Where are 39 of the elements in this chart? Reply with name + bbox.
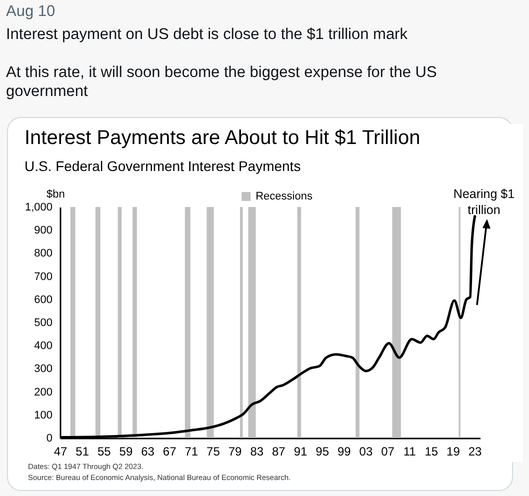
- chart-subtitle: U.S. Federal Government Interest Payments: [24, 158, 301, 174]
- x-tick-label: 03: [359, 444, 373, 458]
- x-tick-label: 15: [424, 444, 438, 458]
- x-tick-label: 83: [250, 444, 264, 458]
- text: Interest payment on US debt is close to the $1 trillion mark: [6, 25, 408, 44]
- x-tick-label: 23: [468, 444, 482, 458]
- y-axis-title: $bn: [46, 188, 65, 200]
- y-tick-label: 500: [34, 317, 52, 329]
- x-tick-label: 99: [337, 444, 352, 458]
- y-tick-label: 100: [34, 409, 52, 422]
- y-tick-label: 400: [34, 340, 52, 352]
- x-tick-label: 11: [403, 444, 416, 458]
- chart-title: Interest Payments are About to Hit $1 Trillion: [24, 127, 420, 149]
- x-tick-label: 71: [184, 444, 198, 458]
- x-tick-label: 55: [97, 444, 112, 458]
- x-tick-label: 63: [141, 444, 155, 458]
- text: At this rate, it will soon become the biggest expense for the US government: [6, 63, 438, 101]
- y-tick-label: 600: [34, 294, 52, 306]
- x-tick-label: 59: [119, 444, 133, 458]
- legend-label: Recessions: [256, 190, 313, 202]
- y-tick-label: 200: [34, 386, 52, 398]
- x-tick-label: 67: [162, 444, 177, 458]
- x-tick-label: 51: [76, 444, 90, 458]
- x-tick-label: 19: [446, 444, 460, 458]
- y-tick-label: 300: [34, 363, 52, 376]
- y-tick-label: 1,000: [24, 202, 52, 214]
- y-tick-label: 900: [34, 224, 52, 237]
- y-tick-label: 700: [34, 270, 52, 283]
- y-tick-label: 800: [34, 248, 52, 260]
- x-tick-label: 95: [316, 444, 330, 458]
- x-tick-label: 07: [381, 444, 395, 458]
- y-tick-label: 0: [46, 432, 52, 444]
- x-tick-label: 79: [228, 444, 242, 458]
- text: Aug 10: [6, 2, 56, 21]
- x-tick-label: 47: [54, 444, 68, 458]
- x-tick-label: 75: [206, 444, 220, 458]
- x-tick-label: 91: [294, 444, 308, 458]
- x-tick-label: 87: [272, 444, 286, 458]
- annotation: Nearing $1 trillion: [453, 187, 515, 217]
